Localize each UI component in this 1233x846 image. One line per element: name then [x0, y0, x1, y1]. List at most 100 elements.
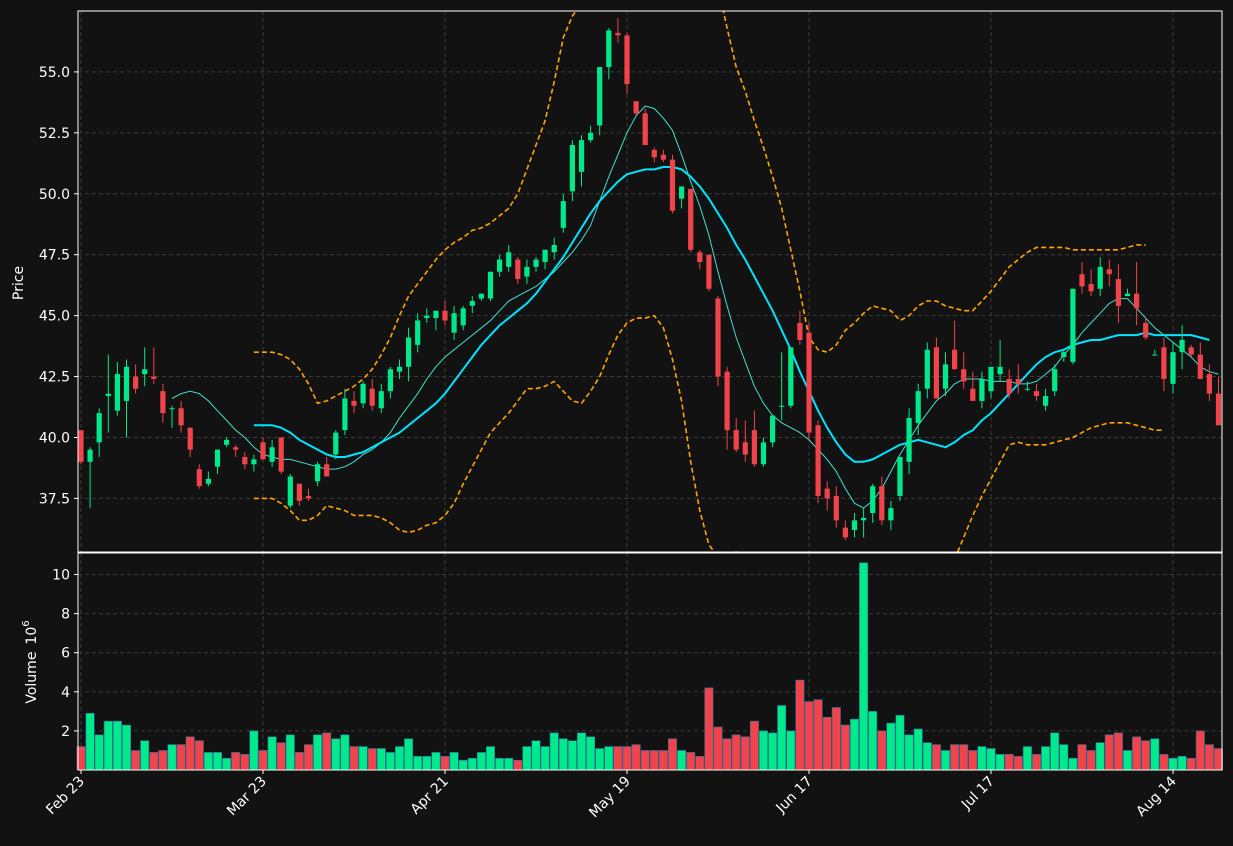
volume-bar [1159, 754, 1169, 771]
candle-body [1152, 354, 1158, 356]
candle-body [542, 249, 548, 263]
volume-bar [504, 757, 514, 771]
candle-body [615, 32, 621, 36]
volume-bar [686, 752, 696, 771]
volume-bar [1204, 744, 1214, 771]
volume-bar [158, 750, 168, 771]
candle-body [961, 369, 967, 382]
candle-body [979, 378, 985, 401]
candle-body [924, 349, 930, 389]
volume-bar [1113, 732, 1123, 771]
volume-bar [968, 750, 978, 771]
candle-body [1024, 388, 1030, 390]
volume-bar [758, 730, 768, 771]
volume-bar [667, 738, 677, 771]
volume-bar [267, 736, 277, 771]
volume-bar [1195, 730, 1205, 771]
volume-bar [258, 750, 268, 771]
volume-bar [631, 744, 641, 771]
candle-body [497, 259, 503, 272]
candle-body [651, 149, 657, 158]
volume-bar [485, 746, 495, 771]
price-panel: 37.5 40.0 42.5 45.0 47.5 50.0 52.5 55.0 Price [11, 10, 1223, 553]
candle-body [1170, 352, 1176, 384]
candle-body [1043, 396, 1049, 406]
volume-bar [1123, 750, 1133, 771]
volume-bar [122, 724, 132, 771]
candle-body [269, 447, 275, 462]
volume-bar [313, 734, 323, 771]
candle-body [742, 442, 748, 455]
candle-body [842, 527, 848, 538]
volume-bar [1150, 738, 1160, 771]
volume-bar [849, 718, 859, 771]
candle-body [360, 383, 366, 404]
volume-bar [458, 759, 468, 771]
volume-bar [276, 742, 286, 771]
volume-bar [613, 746, 623, 771]
volume-bar [886, 722, 896, 771]
candle-body [970, 388, 976, 401]
volume-bar [340, 734, 350, 771]
candle-body [123, 366, 130, 401]
candle-body [760, 442, 767, 465]
volume-bar [112, 720, 122, 771]
price-gridlines [78, 11, 1222, 552]
volume-bar [1004, 754, 1014, 771]
volume-bar [931, 744, 941, 771]
volume-bar [595, 748, 605, 771]
volume-bar [1032, 754, 1042, 771]
candle-body [333, 432, 339, 455]
candle-body [733, 430, 739, 450]
volume-bar [804, 701, 814, 771]
volume-bar [422, 756, 432, 771]
price-y-tick-label: 42.5 [39, 370, 70, 386]
candle-body [1215, 393, 1222, 426]
volume-bar [786, 730, 796, 771]
candle-body [351, 400, 357, 406]
candle-body [770, 415, 776, 443]
volume-bar [1068, 757, 1078, 771]
volume-bar [1214, 748, 1224, 771]
volume-bar [213, 752, 223, 771]
volume-bar [813, 699, 823, 771]
volume-y-tick-label: 4 [61, 685, 70, 701]
volume-bar [940, 750, 950, 771]
volume-bar [349, 746, 359, 771]
volume-bar [176, 744, 186, 771]
volume-bar [431, 752, 441, 771]
volume-bar [294, 752, 304, 771]
volume-bar [795, 679, 805, 771]
volume-bar [367, 748, 377, 771]
volume-bar [194, 740, 204, 771]
candle-body [560, 201, 566, 228]
candle-body [833, 495, 839, 521]
volume-y-tick-label: 8 [61, 607, 70, 623]
volume-y-tick-label: 2 [61, 724, 70, 740]
candle-body [679, 186, 685, 199]
volume-bar [1186, 757, 1196, 771]
candle-body [287, 476, 293, 506]
volume-bar [995, 754, 1005, 771]
volume-y-axis-label: Volume 106 [21, 620, 40, 703]
price-y-axis-label: Price [11, 266, 27, 300]
volume-bar [1104, 734, 1114, 771]
volume-bar [768, 732, 778, 771]
price-y-ticks: 37.5 40.0 42.5 45.0 47.5 50.0 52.5 55.0 [39, 65, 78, 507]
candle-body [806, 332, 812, 433]
volume-bar [513, 759, 523, 771]
candle-body [233, 447, 239, 450]
volume-bar [467, 757, 477, 771]
candle-body [633, 101, 639, 114]
volume-bar [140, 740, 150, 771]
volume-bar [695, 756, 705, 771]
candle-body [1197, 354, 1203, 379]
candle-body [779, 405, 785, 407]
volume-bar [977, 746, 987, 771]
candle-body [569, 145, 575, 192]
candle-body [815, 425, 821, 496]
candle-body [87, 449, 93, 462]
volume-bar [840, 724, 850, 771]
candle-body [1179, 339, 1185, 353]
candle-body [133, 376, 139, 389]
